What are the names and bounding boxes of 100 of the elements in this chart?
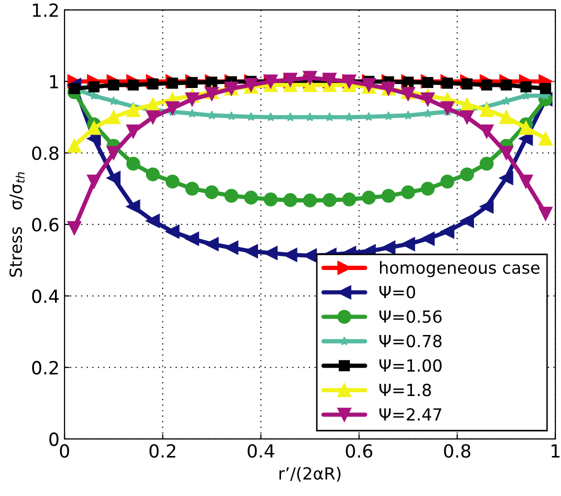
point — [420, 232, 435, 246]
point — [480, 200, 494, 214]
point — [518, 174, 533, 188]
point — [322, 193, 337, 208]
x-tick-label: 1 — [552, 444, 560, 458]
point — [106, 171, 121, 185]
legend-label: Ψ=0.78 — [379, 334, 442, 348]
legend-label: Ψ=1.8 — [379, 384, 431, 396]
point — [440, 101, 454, 116]
point — [401, 185, 416, 200]
point — [244, 244, 258, 258]
point — [224, 188, 238, 203]
point — [146, 167, 160, 182]
point — [126, 200, 140, 214]
point — [166, 78, 178, 89]
point — [283, 193, 298, 208]
point — [146, 214, 160, 228]
point — [166, 101, 180, 116]
legend-label: Ψ=0 — [379, 286, 416, 298]
point — [88, 81, 100, 92]
point — [520, 81, 532, 92]
point — [499, 110, 514, 124]
point — [401, 237, 416, 252]
legend-label: Ψ=0.56 — [379, 310, 442, 323]
point — [420, 92, 435, 106]
point — [384, 111, 394, 120]
point — [204, 185, 219, 200]
legend-label: Ψ=1.00 — [379, 359, 442, 372]
point — [147, 78, 158, 90]
y-axis-title: Stress σ/σ$_{th}$ — [9, 172, 25, 277]
point — [480, 156, 494, 171]
point — [461, 78, 473, 90]
x-tick-label: 0 — [60, 444, 70, 458]
point — [185, 182, 200, 196]
point — [440, 224, 454, 239]
point — [185, 232, 200, 246]
point — [303, 194, 317, 208]
point — [186, 76, 198, 88]
point — [206, 76, 218, 88]
point — [364, 112, 374, 121]
point — [480, 124, 494, 138]
y-tick-label: 1 — [50, 75, 58, 88]
point — [422, 76, 434, 88]
point — [382, 188, 396, 203]
y-tick-label: 0.6 — [32, 218, 59, 232]
point — [204, 237, 219, 252]
point — [521, 90, 531, 100]
point — [382, 240, 396, 255]
point — [244, 190, 258, 205]
point — [344, 112, 354, 122]
y-tick-label: 1.2 — [32, 3, 58, 17]
point — [128, 79, 139, 91]
point — [108, 79, 120, 91]
point — [481, 79, 492, 91]
y-tick-label: 0.2 — [32, 360, 58, 375]
point — [87, 120, 101, 135]
point — [500, 79, 512, 91]
point — [87, 174, 101, 188]
point — [246, 112, 256, 121]
point — [89, 90, 99, 100]
point — [146, 110, 160, 124]
point — [126, 156, 140, 171]
point — [264, 192, 278, 206]
y-tick-label: 0 — [49, 432, 58, 446]
legend-label: homogeneous case — [380, 261, 540, 278]
point — [362, 190, 376, 205]
point — [224, 240, 238, 255]
point — [226, 111, 236, 120]
point — [126, 103, 140, 117]
y-tick-label: 0.8 — [32, 146, 58, 160]
point — [303, 70, 317, 85]
point — [499, 146, 514, 160]
y-tick-label: 0.4 — [32, 289, 59, 304]
point — [67, 221, 82, 235]
point — [185, 92, 200, 106]
point — [106, 110, 121, 124]
legend-label: Ψ=2.47 — [379, 408, 442, 420]
x-tick-label: 0.4 — [248, 444, 274, 458]
point — [442, 78, 453, 89]
point — [126, 124, 140, 138]
point — [106, 146, 121, 160]
point — [499, 171, 514, 185]
point — [460, 110, 474, 124]
point — [166, 174, 180, 188]
point — [342, 192, 356, 206]
point — [166, 224, 180, 239]
point — [460, 167, 474, 182]
point — [305, 112, 315, 122]
x-tick-label: 0.6 — [346, 444, 372, 458]
point — [440, 174, 454, 188]
point — [420, 182, 435, 196]
point — [540, 83, 552, 94]
point — [266, 112, 276, 122]
point — [518, 120, 533, 135]
x-tick-label: 0.2 — [150, 444, 176, 458]
point — [283, 248, 298, 262]
x-tick-label: 0.8 — [444, 444, 470, 458]
point — [67, 138, 82, 153]
point — [403, 110, 413, 120]
x-axis-title: r’/(2αR) — [279, 466, 340, 482]
